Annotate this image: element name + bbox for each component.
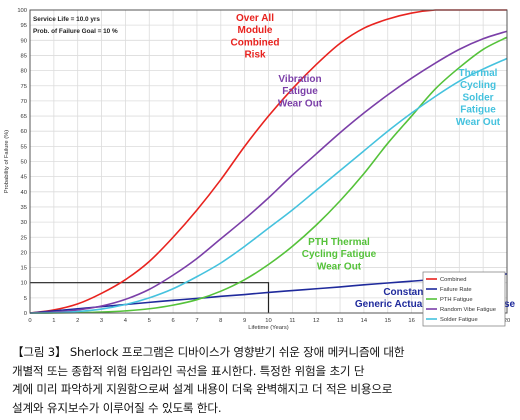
y-tick-label: 30: [21, 220, 27, 226]
y-tick-label: 5: [24, 296, 27, 302]
x-tick-label: 16: [408, 318, 414, 324]
y-tick-label: 75: [21, 84, 27, 90]
y-tick-label: 35: [21, 205, 27, 211]
y-tick-label: 0: [24, 311, 27, 317]
x-tick-label: 4: [124, 318, 128, 324]
y-tick-label: 80: [21, 69, 27, 75]
legend-label: PTH Fatigue: [440, 297, 473, 303]
target-box: [30, 282, 270, 313]
caption-line: 설계와 유지보수가 이루어질 수 있도록 한다.: [12, 400, 222, 415]
annotation-line: Risk: [244, 50, 266, 61]
caption-line: 【그림 3】 Sherlock 프로그램은 디바이스가 영향받기 쉬운 장애 메…: [12, 345, 405, 359]
y-tick-label: 20: [21, 250, 27, 256]
x-tick-label: 6: [171, 318, 174, 324]
y-tick-label: 90: [21, 38, 27, 44]
plot-frame: [29, 9, 508, 314]
annotation-line: Over All: [236, 13, 274, 24]
y-tick-label: 95: [21, 23, 27, 29]
y-tick-label: 25: [21, 235, 27, 241]
chart-svg: 0123456789101112131415161718192005101520…: [4, 8, 516, 331]
x-tick-label: 13: [337, 318, 343, 324]
annotation-line: Cycling Fatigue: [302, 249, 377, 260]
legend-label: Failure Rate: [440, 287, 472, 293]
legend-label: Solder Fatigue: [440, 317, 478, 323]
x-tick-label: 15: [385, 318, 391, 324]
figure-caption: 【그림 3】 Sherlock 프로그램은 디바이스가 영향받기 쉬운 장애 메…: [12, 343, 512, 417]
x-tick-label: 3: [100, 318, 103, 324]
x-tick-label: 9: [243, 318, 246, 324]
info-text: Service Life = 10.0 yrs Prob. of Failure …: [33, 16, 118, 35]
x-tick-label: 1: [52, 318, 55, 324]
x-tick-label: 8: [219, 318, 222, 324]
y-tick-label: 45: [21, 175, 27, 181]
y-tick-label: 85: [21, 53, 27, 59]
legend: Combined Failure Rate PTH Fatigue Random Vi…: [422, 271, 506, 327]
annotation-line: Wear Out: [456, 117, 501, 128]
grid-lines: [29, 9, 508, 314]
x-tick-label: 5: [148, 318, 151, 324]
series-line-random-vibe-fatigue: [29, 30, 508, 314]
y-axis-title: Probability of Failure (%): [4, 130, 10, 194]
caption-line: 개별적 또는 종합적 위험 타임라인 곡선을 표시한다. 특정한 위험을 초기 …: [12, 363, 365, 378]
y-tick-label: 40: [21, 190, 27, 196]
x-tick-label: 11: [289, 318, 295, 324]
annotation-line: PTH Thermal: [308, 237, 370, 248]
x-tick-label: 0: [28, 318, 31, 324]
x-tick-label: 12: [313, 318, 319, 324]
target-box-line: [30, 282, 270, 313]
annotation-line: Wear Out: [278, 98, 323, 109]
y-tick-label: 10: [21, 281, 27, 287]
annotation-line: Fatigue: [460, 105, 496, 116]
y-tick-label: 70: [21, 99, 27, 105]
x-tick-label: 2: [76, 318, 79, 324]
x-tick-label: 10: [265, 318, 271, 324]
annotation-line: Thermal: [459, 68, 498, 79]
info-text-line: Service Life = 10.0 yrs: [33, 16, 100, 23]
annotation-line: Vibration: [278, 74, 321, 85]
y-tick-label: 50: [21, 160, 27, 166]
y-tick-label: 100: [17, 8, 27, 14]
series-line-combined: [29, 9, 507, 314]
info-text-line: Prob. of Failure Goal = 10 %: [33, 28, 118, 35]
annotation-line: Cycling: [460, 80, 496, 91]
annotation-line: Module: [238, 25, 273, 36]
caption-line: 계에 미리 파악하게 지원함으로써 설계 내용이 더욱 완벽해지고 더 적은 비…: [12, 382, 393, 396]
legend-label: Combined: [440, 277, 466, 283]
x-axis-title: Lifetime (Years): [248, 325, 288, 331]
legend-label: Random Vibe Fatigue: [440, 307, 496, 313]
x-tick-label: 7: [195, 318, 198, 324]
x-tick-label: 14: [361, 318, 368, 324]
y-tick-label: 55: [21, 144, 27, 150]
x-tick-label: 20: [504, 318, 510, 324]
series-line-pth-fatigue: [29, 36, 508, 314]
axes: 0123456789101112131415161718192005101520…: [4, 8, 510, 331]
annotation-line: Fatigue: [282, 86, 318, 97]
annotation-line: Solder: [462, 92, 493, 103]
chart-figure: 0123456789101112131415161718192005101520…: [4, 8, 516, 331]
annotation-line: Combined: [231, 37, 280, 48]
series-line-solder-fatigue: [29, 57, 508, 314]
y-tick-label: 65: [21, 114, 27, 120]
y-tick-label: 60: [21, 129, 27, 135]
y-tick-label: 15: [21, 266, 27, 272]
annotation-line: Wear Out: [317, 261, 362, 272]
